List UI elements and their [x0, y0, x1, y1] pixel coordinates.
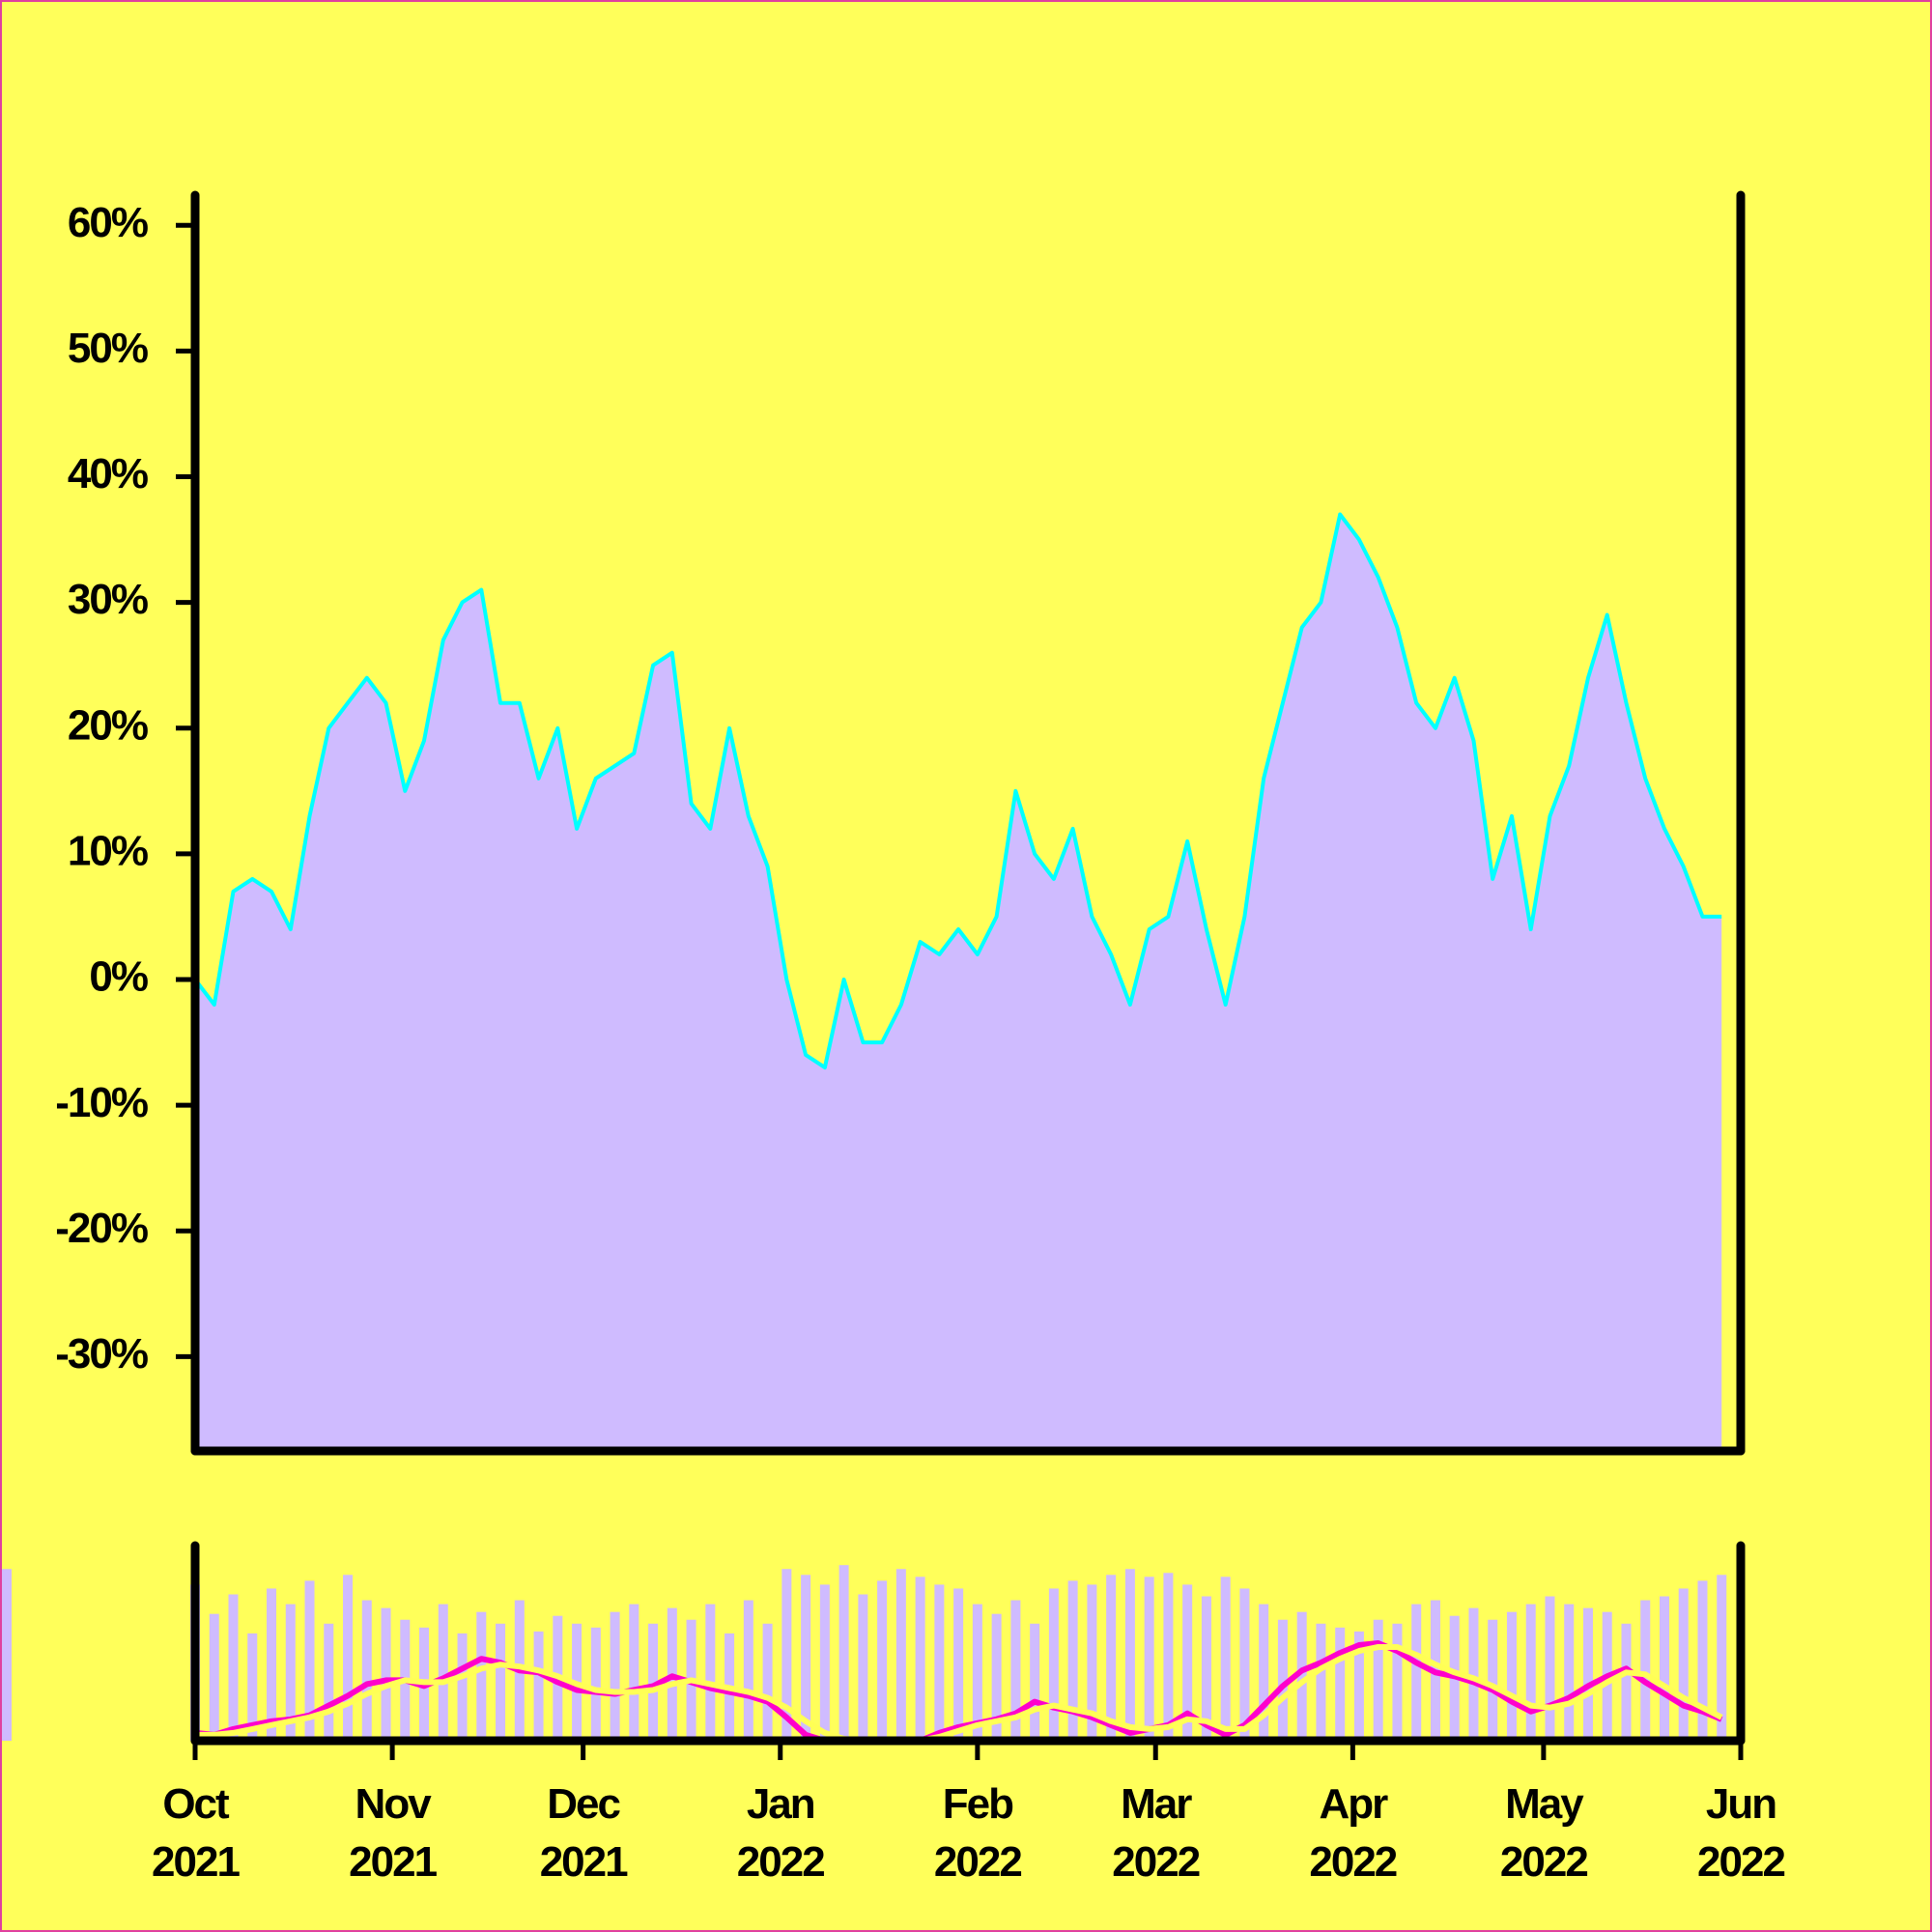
y-tick-label: -10% [55, 1079, 148, 1126]
volume-bar [648, 1623, 659, 1741]
volume-bar [877, 1580, 888, 1741]
volume-bar [858, 1594, 868, 1741]
volume-bar [895, 1569, 906, 1741]
volume-bar [1582, 1607, 1593, 1741]
volume-bar [743, 1600, 753, 1741]
volume-bar [1124, 1569, 1135, 1741]
volume-bar [361, 1600, 372, 1741]
volume-bar [1717, 1575, 1727, 1741]
volume-bar [1506, 1611, 1517, 1741]
volume-bar [1488, 1619, 1498, 1741]
volume-bar [1182, 1584, 1193, 1741]
volume-bar [762, 1623, 773, 1741]
volume-bar [1048, 1588, 1059, 1741]
volume-bar [590, 1627, 601, 1741]
volume-bar [267, 1588, 277, 1741]
x-tick-label: Mar 2022 [1112, 1780, 1201, 1886]
area [195, 514, 1722, 1451]
volume-bar [438, 1604, 448, 1741]
price-line [193, 512, 1722, 1070]
volume-bar [1144, 1577, 1154, 1741]
y-tick-label: 20% [68, 701, 148, 749]
y-tick-label: 40% [68, 450, 148, 497]
volume-bar [1697, 1580, 1708, 1741]
volume-bar [801, 1575, 811, 1741]
volume-bar [533, 1631, 544, 1741]
volume-bar [1259, 1604, 1269, 1741]
volume-bar [610, 1611, 620, 1741]
volume-bar [629, 1604, 639, 1741]
y-tick-label: 30% [68, 576, 148, 623]
volume-bar [285, 1604, 296, 1741]
y-tick-label: 10% [68, 828, 148, 875]
volume-bar [1545, 1596, 1555, 1741]
volume-bar [953, 1588, 964, 1741]
x-tick-label: Apr 2022 [1309, 1780, 1398, 1886]
y-tick-label: -30% [55, 1330, 148, 1378]
volume-bar [1564, 1604, 1575, 1741]
volume-bar [1621, 1623, 1632, 1741]
volume-bar [476, 1611, 487, 1741]
volume-bar [1087, 1584, 1097, 1741]
volume-bar [1163, 1573, 1174, 1741]
x-tick-label: Jun 2022 [1697, 1780, 1786, 1886]
volume-bar [1201, 1596, 1211, 1741]
volume-bar [304, 1580, 315, 1741]
volume-bar [1030, 1623, 1040, 1741]
x-tick-label: May 2022 [1499, 1780, 1589, 1886]
volume-bar [972, 1604, 982, 1741]
volume-bar [343, 1575, 354, 1741]
volume-bar [991, 1613, 1002, 1741]
volume-bar [1106, 1575, 1117, 1741]
volume-bar [838, 1565, 849, 1741]
volume-bar [1316, 1623, 1326, 1741]
volume-bar [2, 1569, 12, 1741]
volume-bar [1335, 1627, 1346, 1741]
volume-bar [1525, 1604, 1536, 1741]
moving-average [194, 1640, 1723, 1744]
volume-bar [1353, 1631, 1364, 1741]
volume-bar [228, 1594, 239, 1741]
volume-bar [1010, 1600, 1021, 1741]
volume-bar [1678, 1588, 1689, 1741]
x-tick-label: Dec 2021 [539, 1780, 629, 1886]
volume-bar [915, 1577, 925, 1741]
volume-bar [1067, 1580, 1078, 1741]
volume-bar [705, 1604, 716, 1741]
volume-bar [1411, 1604, 1422, 1741]
volume-bar [247, 1633, 258, 1741]
volume-bar [1239, 1588, 1250, 1741]
volume-bar [819, 1584, 830, 1741]
volume-bar [496, 1623, 506, 1741]
volume-bar [457, 1633, 468, 1741]
volume-bar [1468, 1607, 1479, 1741]
x-tick-label: Nov 2021 [349, 1780, 438, 1886]
y-tick-label: -20% [55, 1205, 148, 1252]
y-tick-label: 60% [68, 199, 148, 246]
volume-bar [1220, 1577, 1231, 1741]
volume-bar [934, 1584, 945, 1741]
volume-bar [209, 1613, 219, 1741]
volume-bar [1392, 1623, 1403, 1741]
volume-bar [781, 1569, 792, 1741]
volume-bar [381, 1607, 391, 1741]
volume-bar [1659, 1596, 1669, 1741]
volume-bar [1640, 1600, 1651, 1741]
moving-average [195, 1644, 1723, 1744]
volume-bar [1373, 1619, 1383, 1741]
volume-bar [1296, 1611, 1307, 1741]
x-tick-label: Feb 2022 [933, 1780, 1023, 1886]
volume-bar [324, 1623, 334, 1741]
y-tick-label: 0% [89, 953, 147, 1001]
x-tick-label: Oct 2021 [152, 1780, 241, 1886]
volume-bar [1277, 1619, 1288, 1741]
x-tick-label: Jan 2022 [736, 1780, 826, 1886]
y-tick-label: 50% [68, 325, 148, 372]
